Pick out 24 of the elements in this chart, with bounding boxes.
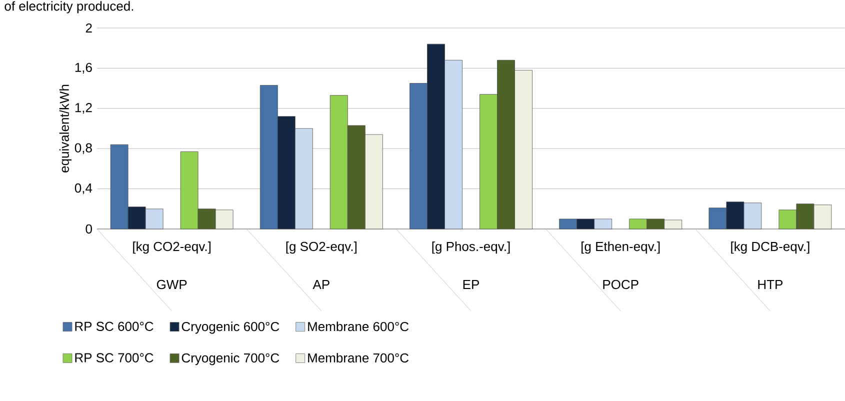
legend-label: Membrane 700°C [308,352,409,363]
text: AP [312,280,330,289]
y-tick-label: 1,2 [75,103,92,114]
x-tick-label: [g Phos.-eqv.] [432,242,510,254]
text: of electricity produced. [4,1,134,14]
x-tick-label: [g SO2-eqv.] [286,242,356,254]
x-tick-label: [kg DCB-eqv.] [731,242,810,254]
text: POCP [603,280,638,290]
text: EP [463,280,479,289]
legend-label: Cryogenic 700°C [182,352,280,366]
x-tick-label: [g Ethen-eqv.] [582,242,660,254]
y-tick-label: 2 [86,23,92,33]
x-tick-label: [kg CO2-eqv.] [133,242,210,254]
text: HTP [758,280,783,289]
y-tick-label: 1,6 [75,62,92,74]
legend-label: RP SC 700°C [75,353,154,362]
y-tick-label: 0 [86,224,92,234]
legend-label: RP SC 600°C [75,322,154,331]
y-tick-label: 0,8 [74,143,92,154]
legend-label: Cryogenic 600°C [182,322,280,334]
legend-label: Membrane 600°C [308,322,409,332]
y-axis-title: equivalent/kWh [59,84,72,172]
y-tick-label: 0,4 [74,183,92,194]
text: GWP [156,280,187,290]
